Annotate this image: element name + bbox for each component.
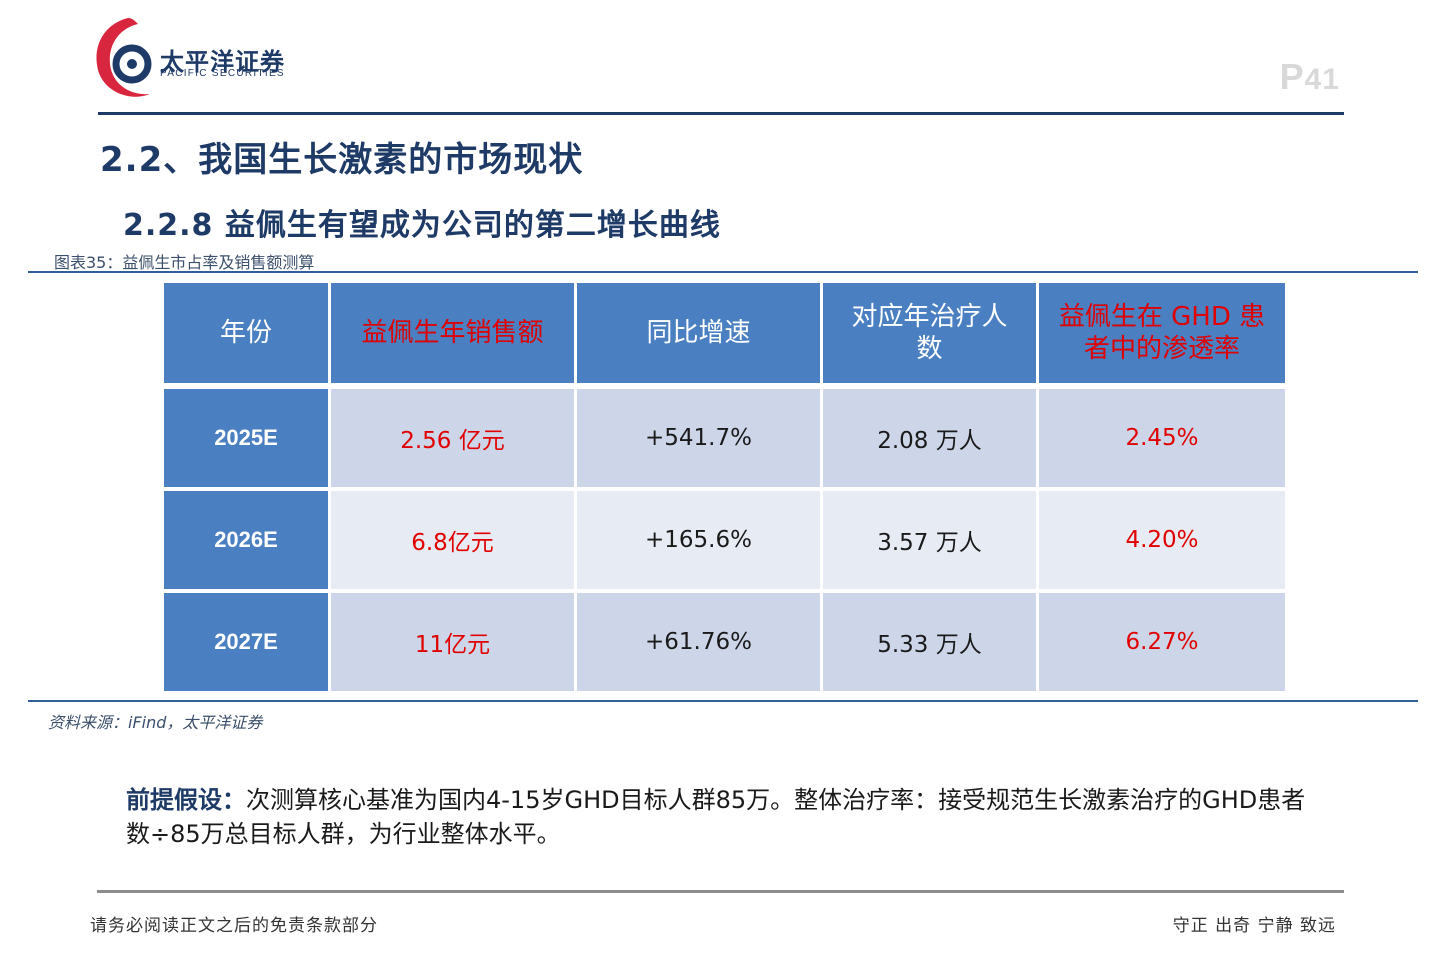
row-sales: 11亿元 <box>331 593 577 695</box>
header-sales: 益佩生年销售额 <box>331 283 577 383</box>
section-title: 2.2、我国生长激素的市场现状 <box>100 140 584 180</box>
table-row: 2027E 11亿元 +61.76% 5.33 万人 6.27% <box>164 593 1285 695</box>
footer-motto: 守正 出奇 宁静 致远 <box>1172 916 1336 936</box>
row-growth: +165.6% <box>577 491 823 593</box>
sales-estimate-table: 年份 益佩生年销售额 同比增速 对应年治疗人 数 益佩生在 GHD 患 者中的渗… <box>164 283 1285 695</box>
header-penetration: 益佩生在 GHD 患 者中的渗透率 <box>1039 283 1285 383</box>
footer-disclaimer: 请务必阅读正文之后的免责条款部分 <box>90 916 378 936</box>
subsection-title: 2.2.8 益佩生有望成为公司的第二增长曲线 <box>123 208 721 243</box>
footer-divider <box>97 890 1344 893</box>
page-prefix: P <box>1279 56 1305 97</box>
header-penetration-line2: 者中的渗透率 <box>1083 334 1240 364</box>
table-divider <box>28 700 1418 702</box>
table-row: 2026E 6.8亿元 +165.6% 3.57 万人 4.20% <box>164 491 1285 593</box>
row-penetration: 2.45% <box>1039 389 1285 491</box>
table-header-row: 年份 益佩生年销售额 同比增速 对应年治疗人 数 益佩生在 GHD 患 者中的渗… <box>164 283 1285 383</box>
table-row: 2025E 2.56 亿元 +541.7% 2.08 万人 2.45% <box>164 389 1285 491</box>
row-growth: +61.76% <box>577 593 823 695</box>
page-number-value: 41 <box>1304 63 1340 96</box>
row-sales: 6.8亿元 <box>331 491 577 593</box>
source-note: 资料来源：iFind，太平洋证券 <box>48 713 263 732</box>
page-number: P41 <box>1280 56 1340 98</box>
row-year: 2026E <box>164 491 331 593</box>
header-patients: 对应年治疗人 数 <box>823 283 1039 383</box>
row-growth: +541.7% <box>577 389 823 491</box>
caption-divider <box>28 271 1418 273</box>
row-sales: 2.56 亿元 <box>331 389 577 491</box>
row-year: 2027E <box>164 593 331 695</box>
row-patients: 5.33 万人 <box>823 593 1039 695</box>
figure-caption: 图表35：益佩生市占率及销售额测算 <box>54 253 315 272</box>
assumption-text: 次测算核心基准为国内4-15岁GHD目标人群85万。整体治疗率：接受规范生长激素… <box>126 786 1306 848</box>
row-penetration: 4.20% <box>1039 491 1285 593</box>
header-patients-line1: 对应年治疗人 <box>851 301 1008 332</box>
row-patients: 3.57 万人 <box>823 491 1039 593</box>
row-patients: 2.08 万人 <box>823 389 1039 491</box>
row-year: 2025E <box>164 389 331 491</box>
pacific-securities-logo <box>96 18 152 97</box>
header-growth: 同比增速 <box>577 283 823 383</box>
assumption-note: 前提假设：次测算核心基准为国内4-15岁GHD目标人群85万。整体治疗率：接受规… <box>126 783 1326 851</box>
logo-en-text: PACIFIC SECURITIES <box>160 68 285 79</box>
header-divider <box>98 112 1344 115</box>
table-gap <box>164 383 1285 389</box>
row-penetration: 6.27% <box>1039 593 1285 695</box>
header-year: 年份 <box>164 283 331 383</box>
header-patients-line2: 数 <box>916 334 943 364</box>
header-penetration-line1: 益佩生在 GHD 患 <box>1058 301 1266 332</box>
logo-cn-text: 太平洋证券 <box>160 48 285 76</box>
assumption-label: 前提假设： <box>126 786 246 814</box>
